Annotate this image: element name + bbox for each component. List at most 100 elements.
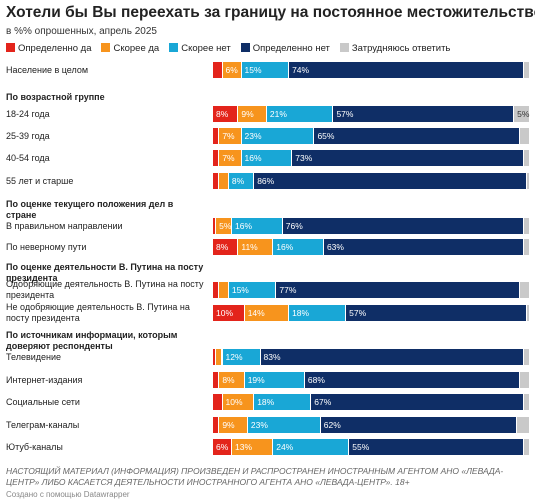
- bar-segment: [213, 349, 216, 365]
- category-label: 18-24 года: [6, 108, 50, 119]
- value-label: 16%: [244, 153, 262, 163]
- legend-label: Скорее нет: [181, 43, 231, 54]
- bar-segment: [289, 62, 523, 78]
- value-label: 24%: [276, 442, 294, 452]
- value-label: 23%: [244, 131, 262, 141]
- bar-segment: [520, 282, 529, 298]
- bar-segment: [219, 150, 241, 166]
- legend-swatch: [240, 43, 250, 52]
- category-label: По неверному пути: [6, 241, 87, 252]
- chart-title: Хотели бы Вы переехать за границу на пос…: [6, 4, 535, 21]
- bar-segment: [219, 173, 228, 189]
- bar-segment: [346, 305, 526, 321]
- value-label: 76%: [285, 221, 303, 231]
- bar-segment: [320, 417, 517, 433]
- legend-item: Определенно нет: [240, 43, 330, 54]
- bar-segment: [219, 372, 244, 388]
- chart-subtitle: в %% опрошенных, апрель 2025: [6, 26, 157, 37]
- bar-segment: [523, 239, 529, 255]
- bar-segment: [213, 439, 232, 455]
- bar-segment: [213, 218, 216, 234]
- bar-segment: [244, 305, 289, 321]
- bar-segment: [323, 239, 523, 255]
- group-header: По оценке текущего положения дел в стран…: [6, 199, 174, 220]
- bar-segment: [244, 372, 304, 388]
- value-label: 65%: [317, 131, 335, 141]
- value-label: 16%: [276, 242, 294, 252]
- bar-segment: [216, 349, 222, 365]
- group-header: По возрастной группе: [6, 91, 105, 102]
- bar-segment: [241, 128, 314, 144]
- bar-segment: [526, 173, 529, 189]
- category-label: 25-39 года: [6, 130, 50, 141]
- bar-segment: [213, 62, 222, 78]
- footnote: НАСТОЯЩИЙ МАТЕРИАЛ (ИНФОРМАЦИЯ) ПРОИЗВЕД…: [6, 466, 504, 487]
- bar-segment: [247, 417, 320, 433]
- value-label: 23%: [250, 420, 268, 430]
- bar-segment: [273, 439, 349, 455]
- value-label: 57%: [349, 308, 367, 318]
- value-label: 13%: [235, 442, 253, 452]
- bar-segment: [260, 349, 523, 365]
- value-label: 11%: [241, 242, 258, 252]
- category-label: 55 лет и старше: [6, 175, 74, 186]
- bar-segment: [216, 218, 231, 234]
- value-label: 10%: [225, 397, 243, 407]
- value-label: 83%: [263, 352, 281, 362]
- value-label: 15%: [244, 65, 262, 75]
- value-label: 7%: [222, 153, 235, 163]
- bar-segment: [213, 372, 219, 388]
- value-label: 6%: [225, 65, 238, 75]
- bar-segment: [292, 150, 523, 166]
- bar-segment: [254, 173, 526, 189]
- legend: Определенно да Скорее да Скорее нет Определ…: [6, 43, 450, 54]
- bar-segment: [523, 349, 529, 365]
- bar-segment: [213, 128, 219, 144]
- bar-segment: [304, 372, 520, 388]
- bar-segment: [228, 282, 276, 298]
- bar-segment: [213, 173, 219, 189]
- bar-segment: [241, 150, 292, 166]
- legend-swatch: [6, 43, 15, 52]
- bar-segment: [232, 439, 273, 455]
- value-label: 9%: [222, 420, 235, 430]
- legend-swatch: [169, 43, 179, 52]
- bar-segment: [238, 239, 273, 255]
- legend-item: Скорее нет: [169, 43, 231, 54]
- group-header: По источникам информации, которым доверя…: [6, 330, 178, 351]
- legend-swatch: [339, 43, 349, 52]
- legend-label: Определенно нет: [252, 43, 330, 54]
- legend-swatch: [101, 43, 111, 52]
- bar-segment: [523, 218, 529, 234]
- bar-segment: [219, 417, 247, 433]
- bar-segment: [213, 282, 219, 298]
- bar-segment: [213, 417, 219, 433]
- legend-label: Определенно да: [18, 43, 92, 54]
- value-label: 18%: [257, 397, 275, 407]
- bar-segment: [213, 106, 238, 122]
- bar-segment: [232, 218, 282, 234]
- value-label: 18%: [292, 308, 310, 318]
- value-label: 73%: [295, 153, 313, 163]
- value-label: 8%: [216, 109, 229, 119]
- bar-segment: [520, 128, 529, 144]
- value-label: 12%: [225, 352, 243, 362]
- category-label: Социальные сети: [6, 396, 80, 407]
- bar-segment: [238, 106, 266, 122]
- credit: Создано с помощью Datawrapper: [6, 490, 130, 499]
- bar-segment: [276, 282, 520, 298]
- value-label: 63%: [326, 242, 344, 252]
- bar-segment: [523, 62, 529, 78]
- value-label: 68%: [307, 375, 325, 385]
- bar-segment: [219, 128, 241, 144]
- bar-segment: [523, 394, 529, 410]
- bar-segment: [213, 394, 222, 410]
- category-label: Ютуб-каналы: [6, 441, 63, 452]
- value-label: 14%: [247, 308, 265, 318]
- bar-segment: [526, 305, 529, 321]
- value-label: 67%: [314, 397, 332, 407]
- bar-segment: [213, 305, 244, 321]
- value-label: 62%: [323, 420, 341, 430]
- value-label: 86%: [257, 176, 275, 186]
